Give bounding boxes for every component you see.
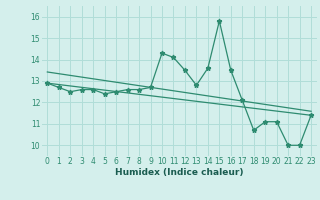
X-axis label: Humidex (Indice chaleur): Humidex (Indice chaleur) [115, 168, 244, 177]
